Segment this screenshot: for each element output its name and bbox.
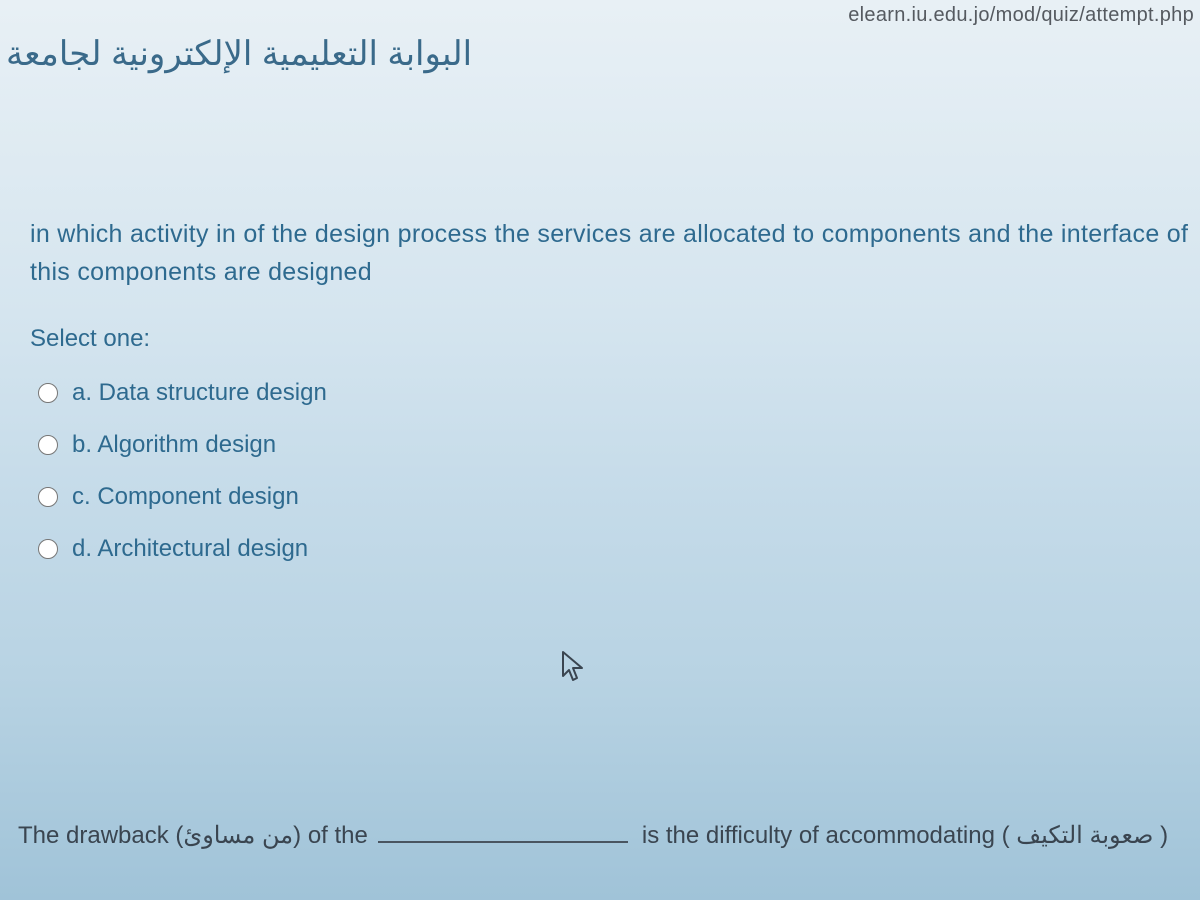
option-b-label: b. Algorithm design — [72, 431, 276, 459]
option-b[interactable]: b. Algorithm design — [30, 419, 1190, 471]
option-d[interactable]: d. Architectural design — [30, 523, 1190, 575]
q2-part2-pre: is the difficulty of accommodating ( — [642, 822, 1010, 849]
q2-blank[interactable] — [378, 814, 628, 843]
portal-title: البوابة التعليمية الإلكترونية لجامعة — [6, 34, 472, 74]
option-c-label: c. Component design — [72, 483, 299, 511]
q2-part1-pre: The drawback ( — [18, 822, 183, 850]
page-url: elearn.iu.edu.jo/mod/quiz/attempt.php — [848, 4, 1194, 27]
option-c-radio[interactable] — [38, 487, 58, 507]
option-d-radio[interactable] — [38, 539, 58, 559]
option-b-radio[interactable] — [38, 435, 58, 455]
question-1-card: in which activity in of the design proce… — [20, 210, 1200, 595]
question-1-options: a. Data structure design b. Algorithm de… — [30, 367, 1190, 575]
q2-part1-arabic: من مساوئ — [183, 821, 293, 850]
option-d-label: d. Architectural design — [72, 535, 308, 563]
option-a-label: a. Data structure design — [72, 379, 327, 407]
cursor-icon — [560, 650, 588, 684]
option-a-radio[interactable] — [38, 383, 58, 403]
question-1-text: in which activity in of the design proce… — [30, 216, 1190, 291]
q2-part2-post: ) — [1160, 822, 1168, 849]
option-c[interactable]: c. Component design — [30, 471, 1190, 523]
question-2-text: The drawback ( من مساوئ ) of the is the … — [18, 814, 1188, 850]
option-a[interactable]: a. Data structure design — [30, 367, 1190, 419]
q2-part2-arabic: صعوبة التكيف — [1016, 822, 1153, 849]
select-one-label: Select one: — [30, 325, 1190, 353]
q2-part1-post: ) of the — [293, 822, 368, 850]
